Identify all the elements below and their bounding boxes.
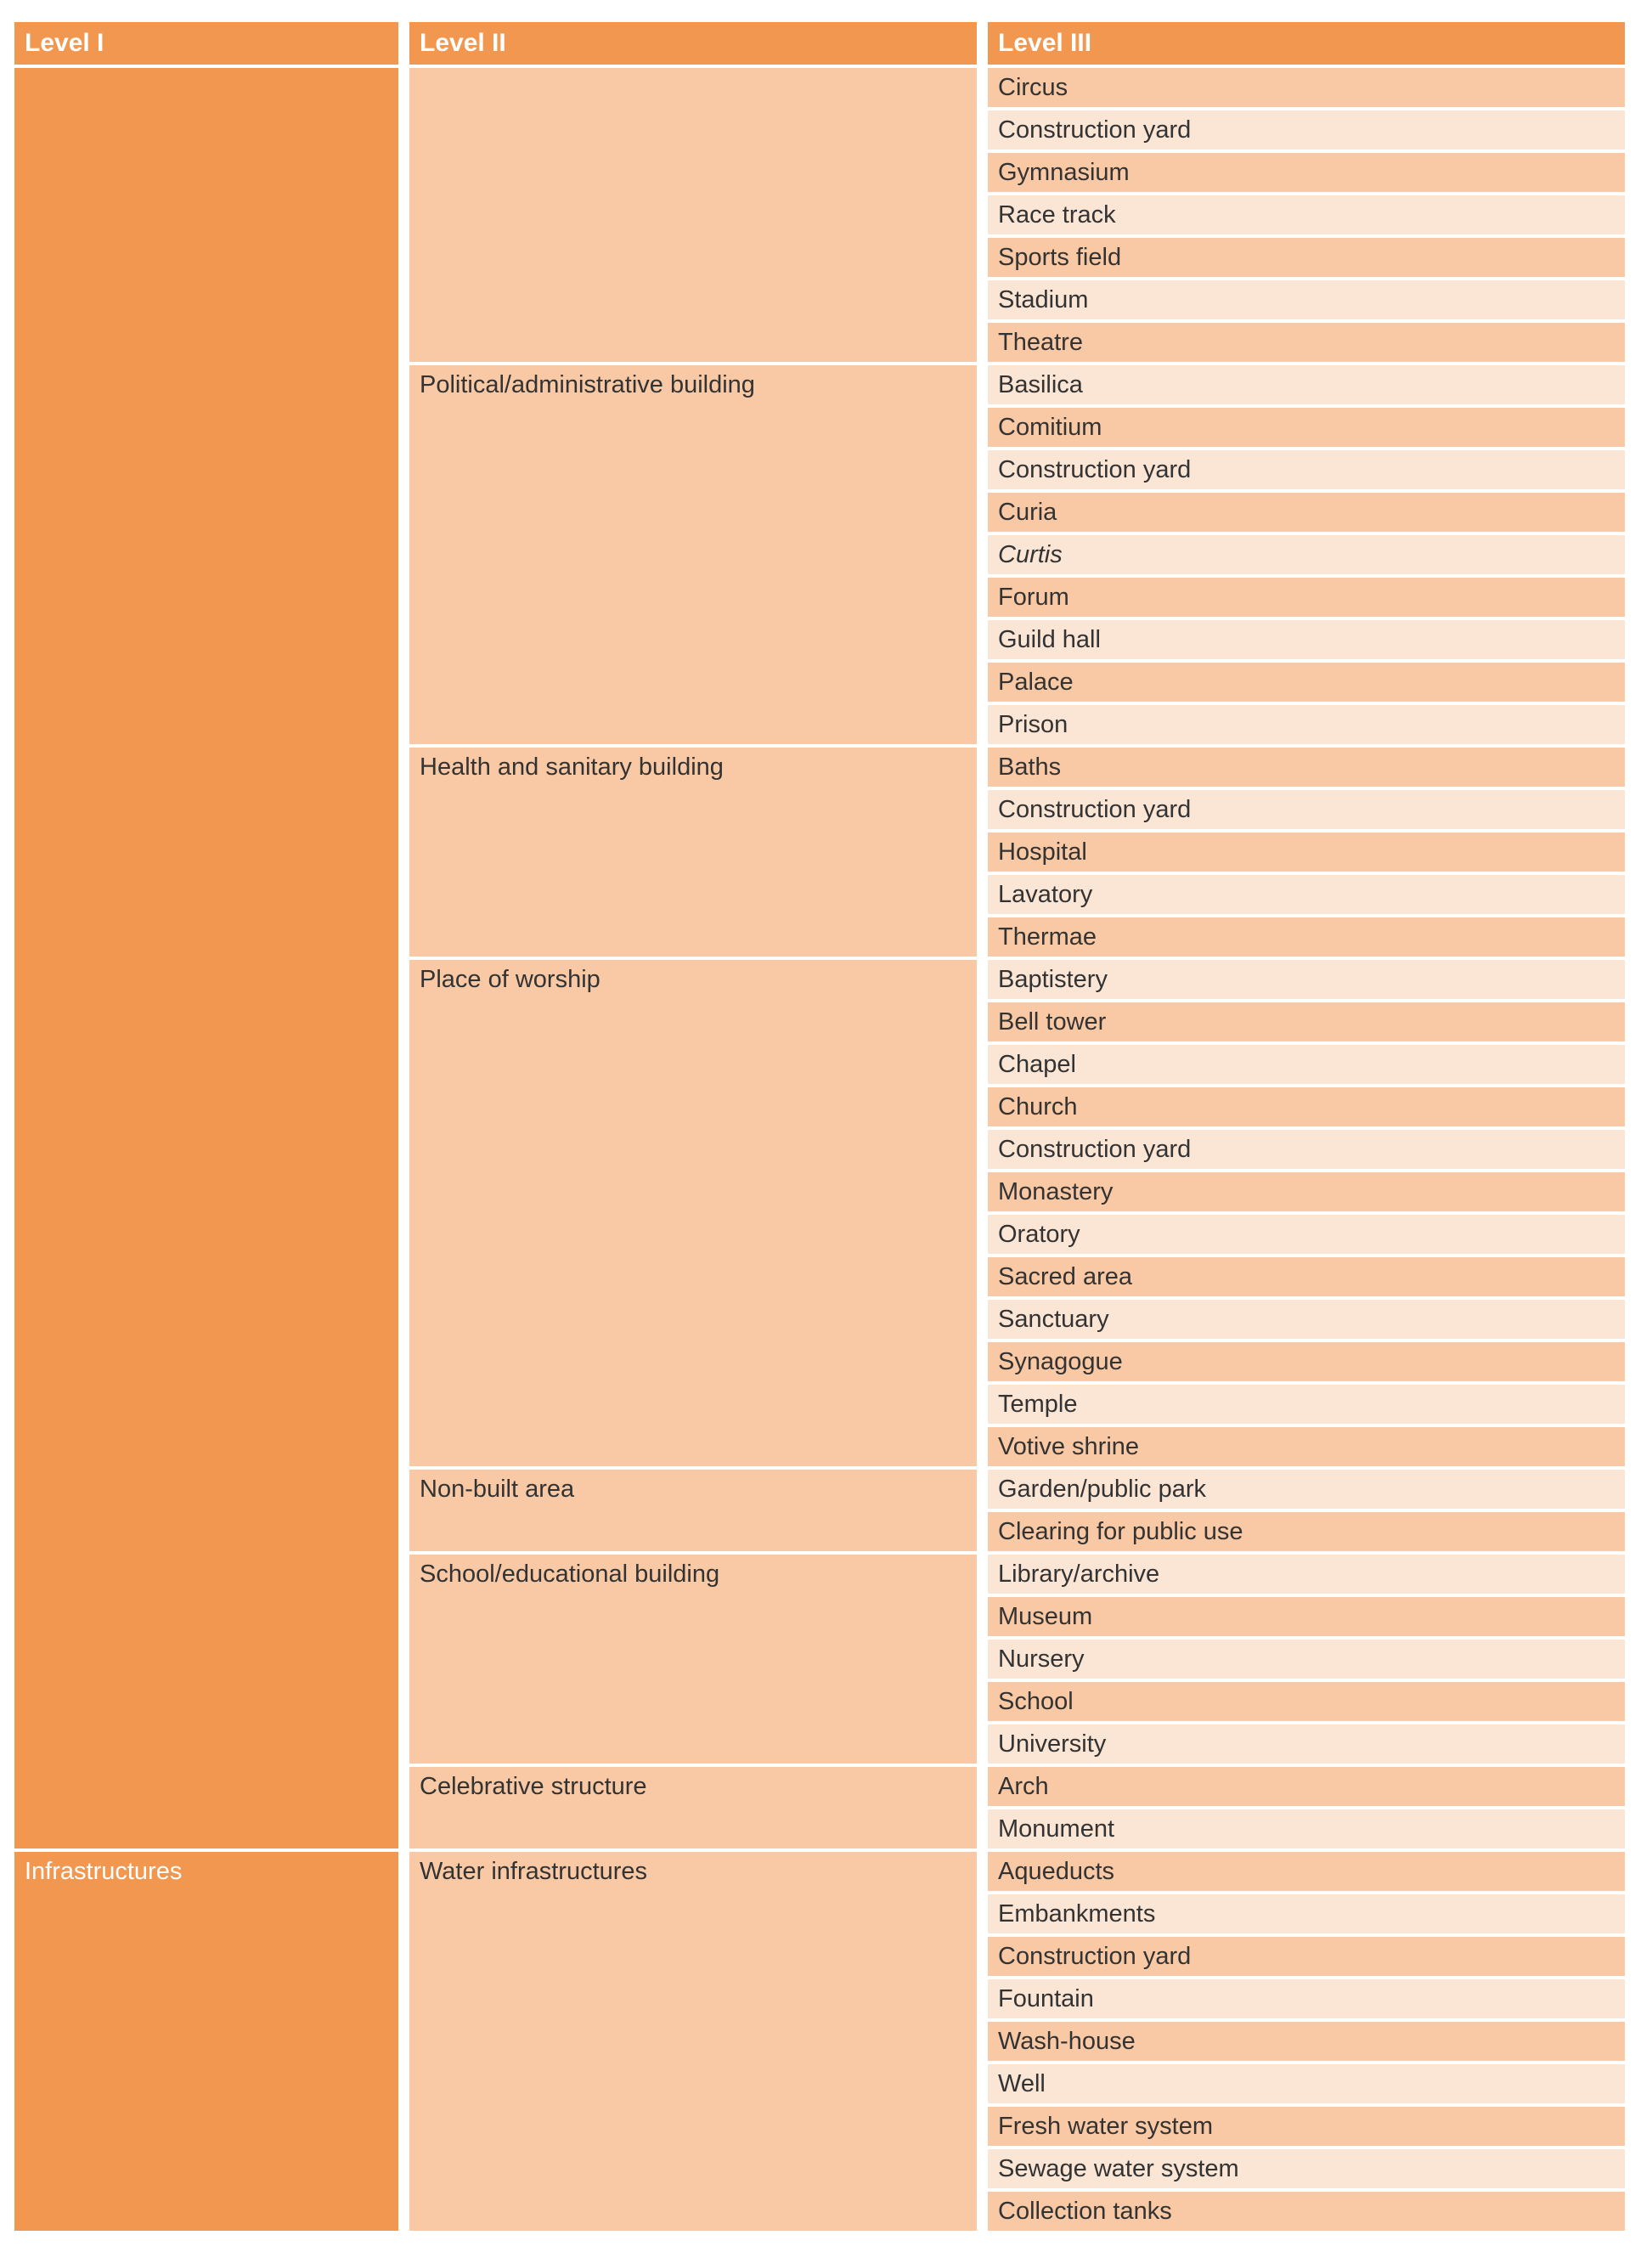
classification-table: Level I Level II Level III Circus Constru… [14,22,1625,2231]
level2-cell: Non-built area [409,1470,977,1551]
level3-cell: Baptistery [988,960,1625,999]
level3-cell: Bell tower [988,1002,1625,1041]
level3-cell: Baths [988,748,1625,787]
level3-cell: Fountain [988,1979,1625,2018]
level3-cell: Comitium [988,408,1625,447]
level3-cell: Fresh water system [988,2107,1625,2146]
level2-cell: Health and sanitary building [409,748,977,957]
level3-cell: Garden/public park [988,1470,1625,1509]
level3-cell: Palace [988,663,1625,702]
level3-cell: Monastery [988,1172,1625,1211]
level2-cell: Water infrastructures [409,1852,977,2231]
level3-cell: Arch [988,1767,1625,1806]
level3-cell: Nursery [988,1640,1625,1679]
level3-cell: Curia [988,493,1625,532]
level3-cell: Sewage water system [988,2149,1625,2188]
level3-cell: Circus [988,68,1625,107]
level3-cell: Forum [988,578,1625,617]
level2-cell: School/educational building [409,1555,977,1764]
level3-cell: School [988,1682,1625,1721]
level3-cell: Wash-house [988,2022,1625,2061]
level3-cell: Clearing for public use [988,1512,1625,1551]
level3-cell: Church [988,1087,1625,1126]
level3-cell: Well [988,2064,1625,2103]
column-header-level3: Level III [988,22,1625,65]
level3-cell: Museum [988,1597,1625,1636]
column-header-level1: Level I [14,22,398,65]
level3-cell: Embankments [988,1894,1625,1933]
level3-cell: Theatre [988,323,1625,362]
level3-cell: University [988,1724,1625,1764]
level3-cell: Collection tanks [988,2192,1625,2231]
level3-cell: Hospital [988,833,1625,872]
level3-cell: Prison [988,705,1625,744]
level3-cell: Chapel [988,1045,1625,1084]
level3-cell: Synagogue [988,1342,1625,1381]
level3-cell: Oratory [988,1215,1625,1254]
level3-cell: Construction yard [988,450,1625,489]
level2-cell: Place of worship [409,960,977,1466]
level3-cell: Sacred area [988,1257,1625,1296]
level3-cell: Race track [988,195,1625,234]
level3-cell: Gymnasium [988,153,1625,192]
level1-cell [14,68,398,1848]
level3-cell: Lavatory [988,875,1625,914]
level3-cell: Monument [988,1809,1625,1848]
level3-cell: Guild hall [988,620,1625,659]
level3-cell: Construction yard [988,1130,1625,1169]
level3-cell: Basilica [988,365,1625,404]
column-header-level2: Level II [409,22,977,65]
level3-cell: Construction yard [988,110,1625,150]
level2-cell: Celebrative structure [409,1767,977,1848]
level3-cell: Construction yard [988,790,1625,829]
level3-cell: Stadium [988,280,1625,319]
level3-cell: Construction yard [988,1937,1625,1976]
level1-cell: Infrastructures [14,1852,398,2231]
level3-cell: Aqueducts [988,1852,1625,1891]
level2-cell [409,68,977,362]
level3-cell: Sanctuary [988,1300,1625,1339]
level3-cell: Thermae [988,917,1625,957]
level3-cell: Library/archive [988,1555,1625,1594]
level3-cell: Temple [988,1385,1625,1424]
level3-cell: Sports field [988,238,1625,277]
level3-cell: Votive shrine [988,1427,1625,1466]
level3-cell: Curtis [988,535,1625,574]
level2-cell: Political/administrative building [409,365,977,744]
